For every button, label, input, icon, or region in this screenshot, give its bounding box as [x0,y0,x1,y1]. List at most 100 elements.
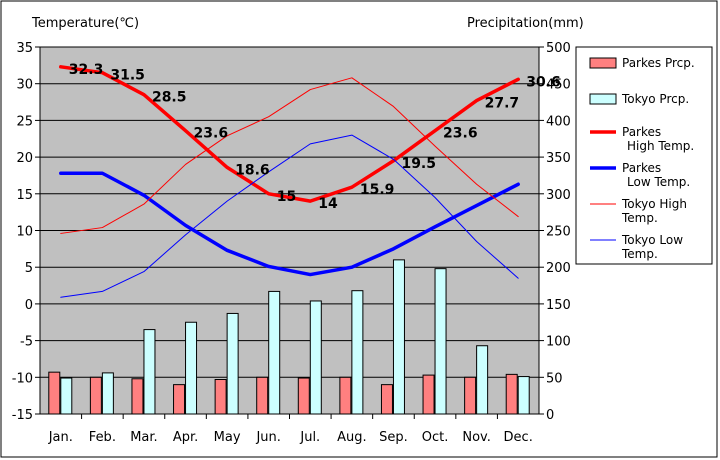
bar-tokyo-prcp--10 [476,345,489,415]
bar-tokyo-prcp--6 [309,300,322,415]
legend-label-line: Temp. [621,211,658,225]
x-tick-label: Jun. [255,430,280,445]
data-labels: 32.3 31.5 28.5 23.6 18.6 15 14 15.9 19.5 23.6 27.7… [69,62,561,212]
bar-parkes-prcp--8 [380,384,393,415]
temperature-lines [59,65,520,298]
line-parkes-high-temp- [59,65,520,203]
line-parkes-low-temp- [59,171,520,277]
right-axis-title: Precipitation(mm) [467,16,584,31]
left-axis-ticks: 35 30 25 20 15 10 5 0 -5 -10 -15 [12,41,40,423]
x-tick-label: Oct. [422,430,449,445]
left-tick-label: 25 [16,114,33,129]
gridlines [40,83,539,378]
data-label: 28.5 [152,90,187,106]
bar-tokyo-prcp--4 [226,312,239,415]
right-tick-label: 150 [546,298,571,313]
bar-tokyo-prcp--0 [60,377,73,415]
legend-box [575,46,713,265]
left-tick-label: 30 [16,78,33,93]
x-tick-label: Apr. [173,430,198,445]
bar-parkes-prcp--11 [505,373,518,415]
left-tick-label: 15 [16,188,33,203]
data-label: 19.5 [401,156,436,172]
data-label: 32.3 [69,62,104,78]
right-tick-label: 250 [546,225,571,240]
legend-label-line: High Temp. [627,139,694,153]
bar-parkes-prcp--4 [214,379,227,415]
data-label: 31.5 [110,68,145,84]
legend-label-parkes-prcp: Parkes Prcp. [622,56,695,70]
data-label: 14 [318,196,338,212]
x-tick-label: Aug. [337,430,367,445]
bar-parkes-prcp--5 [256,376,269,415]
bar-tokyo-prcp--5 [268,290,281,415]
legend-label-line: Low Temp. [627,175,690,189]
legend-label-parkes-high-temp-: Parkes High Temp. [622,125,694,153]
right-tick-label: 500 [546,41,571,56]
bar-tokyo-prcp--3 [185,321,198,415]
legend-label-tokyo-prcp: Tokyo Prcp. [621,92,689,106]
x-tick-label: Nov. [462,430,491,445]
x-axis-ticks: Jan. Feb. Mar. Apr. May Jun. Jul. Aug. Sep. Oct. N… [48,414,533,445]
bar-parkes-prcp--7 [339,376,352,415]
data-label: 23.6 [443,126,478,142]
right-tick-label: 300 [546,188,571,203]
left-tick-label: -5 [20,335,33,350]
bar-parkes-prcp--1 [89,376,102,415]
legend-swatch-parkes-prcp [589,57,617,69]
legend-label-line: Tokyo High [621,197,687,211]
bar-tokyo-prcp--9 [434,268,447,415]
x-tick-label: Jan. [48,430,73,445]
bar-parkes-prcp--6 [297,377,310,415]
legend-label-parkes-low-temp-: Parkes Low Temp. [622,161,690,189]
line-tokyo-high-temp- [60,77,519,234]
right-tick-label: 450 [546,78,571,93]
left-tick-label: 0 [25,298,33,313]
legend: Parkes Prcp.Tokyo Prcp.Parkes High Temp.P… [589,56,695,261]
bar-parkes-prcp--2 [131,378,144,415]
left-tick-label: -10 [12,371,33,386]
data-label: 27.7 [485,96,520,112]
data-label: 23.6 [194,126,229,142]
left-tick-label: 20 [16,151,33,166]
x-tick-label: May [214,430,241,445]
bar-tokyo-prcp--1 [101,372,114,415]
bar-tokyo-prcp--11 [517,376,530,415]
bar-tokyo-prcp--2 [143,329,156,415]
left-tick-label: 10 [16,225,33,240]
legend-swatch-tokyo-prcp [589,93,617,105]
x-tick-label: Jul. [299,430,320,445]
right-tick-label: 0 [546,408,554,423]
right-tick-label: 350 [546,151,571,166]
line-tokyo-low-temp- [60,134,519,298]
legend-label-line: Parkes [622,161,661,175]
x-tick-label: Dec. [504,430,533,445]
bar-parkes-prcp--10 [464,376,477,415]
bar-tokyo-prcp--8 [392,259,405,415]
legend-label-tokyo-low-temp-: Tokyo Low Temp. [621,233,683,261]
legend-label-line: Parkes [622,125,661,139]
right-tick-label: 100 [546,335,571,350]
data-label: 18.6 [235,162,270,178]
bar-parkes-prcp--9 [422,374,435,415]
left-axis-title: Temperature(℃) [31,16,139,31]
left-tick-label: -15 [12,408,33,423]
left-tick-label: 35 [16,41,33,56]
legend-label-line: Temp. [621,247,658,261]
right-tick-label: 400 [546,114,571,129]
bar-parkes-prcp--0 [48,371,61,415]
bar-tokyo-prcp--7 [351,290,364,415]
left-tick-label: 5 [25,261,33,276]
data-label: 30.6 [526,74,561,90]
right-tick-label: 200 [546,261,571,276]
right-tick-label: 50 [546,371,563,386]
x-tick-label: Sep. [379,430,408,445]
legend-label-tokyo-high-temp-: Tokyo High Temp. [621,197,687,225]
x-tick-label: Mar. [130,430,157,445]
x-tick-label: Feb. [89,430,116,445]
legend-label-line: Tokyo Low [621,233,683,247]
bar-parkes-prcp--3 [173,384,186,415]
